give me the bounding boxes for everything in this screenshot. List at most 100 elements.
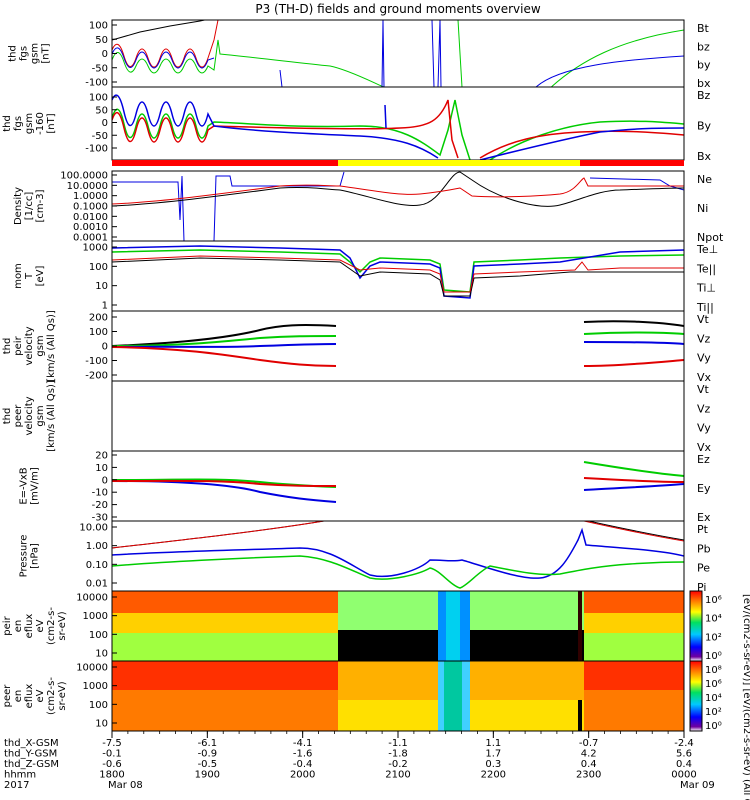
ylabel-line: gsm <box>30 43 41 64</box>
ytick-label: -10 <box>92 488 108 499</box>
xaxis-row-label: thd_Y-GSM <box>4 749 57 760</box>
ylabel-line: eflux <box>24 614 35 639</box>
ytick-label: 100 <box>89 700 108 711</box>
ylabel-line: en <box>13 620 24 633</box>
ytick-label: -200 <box>85 371 108 382</box>
ytick-label: -100 <box>85 144 108 155</box>
series-by <box>112 20 684 87</box>
ytick-label: 1.0000 <box>73 191 108 202</box>
xtick-value: -7.5 <box>102 738 122 749</box>
series-bt <box>112 20 208 41</box>
xtick-value: -0.6 <box>102 759 122 770</box>
ytick-label: 10 <box>95 463 108 474</box>
legend-label: Ne <box>697 173 712 186</box>
xtick-value: 0.4 <box>676 759 692 770</box>
ylabel-line: [eV] <box>35 266 46 287</box>
legend-label: Ez <box>697 453 710 466</box>
xtick-value: -1.6 <box>293 749 313 760</box>
xtick-value: -6.1 <box>198 738 218 749</box>
series-ni <box>112 171 684 207</box>
legend-label: Ti⊥ <box>696 282 716 295</box>
ytick-label: 100 <box>89 21 108 32</box>
xtick-value: 1.7 <box>485 749 501 760</box>
ytick-label: 0 <box>102 49 108 60</box>
ytick-label: 0 <box>102 342 108 353</box>
panel-peir-spectrogram <box>111 590 685 662</box>
legend-label: Npot <box>697 231 724 244</box>
legend-label: By <box>697 120 712 133</box>
series-ez <box>112 477 684 487</box>
ytick-label: -20 <box>92 500 108 511</box>
ylabel-line: en <box>13 690 24 703</box>
xtick-value: -0.2 <box>388 759 408 770</box>
panel-temperature <box>111 240 685 312</box>
xaxis-row-label: thd_Z-GSM <box>4 759 59 770</box>
ytick-label: 100 <box>89 327 108 338</box>
panel-pressure <box>111 520 685 592</box>
ytick-label: 10 <box>95 281 108 292</box>
series-ti-perp <box>112 245 684 299</box>
panel-fgs-160 <box>111 86 685 161</box>
xtick-value: -2.4 <box>674 738 694 749</box>
ylabel-line: E=-VxB <box>19 467 30 504</box>
ytick-label: -30 <box>92 513 108 524</box>
xtick-value: 2000 <box>290 770 315 781</box>
series-pe <box>112 555 684 589</box>
ylabel-line: [mV/m] <box>30 467 41 505</box>
colorbar-tick: 10⁶ <box>705 679 722 690</box>
colorbar-tick: 10⁶ <box>705 595 722 606</box>
series-npot <box>112 171 684 241</box>
ylabel-line: (cm2-s- <box>46 677 57 715</box>
ylabel-line: Pressure <box>19 535 30 578</box>
xtick-value: 2100 <box>385 770 410 781</box>
xtick-value: -1.1 <box>388 738 408 749</box>
series-By <box>112 99 684 160</box>
legend-label: Vz <box>697 332 711 345</box>
xaxis-row-label: thd_X-GSM <box>4 738 59 749</box>
legend-label: Ni <box>697 202 708 215</box>
series-vx <box>112 341 684 348</box>
legend-label: Pe <box>697 562 710 575</box>
ylabel-line: thd <box>2 338 13 355</box>
ylabel-line: velocity <box>24 396 35 435</box>
legend-label: Ey <box>697 482 711 495</box>
legend-label: Vt <box>697 383 710 396</box>
ylabel-line: T <box>24 272 35 280</box>
colorbar-tick: 10⁸ <box>705 665 722 676</box>
ytick-label: 10000 <box>76 593 108 604</box>
series-bz <box>112 20 219 68</box>
ytick-label: 100 <box>89 93 108 104</box>
legend-label: Vy <box>697 352 711 365</box>
xaxis-row-label: hhmm <box>4 770 36 781</box>
series-bx <box>112 20 684 87</box>
ytick-label: 1.00 <box>86 541 108 552</box>
ylabel-line: fgs <box>13 116 24 131</box>
ylabel-line: (cm2-s- <box>46 607 57 645</box>
series-te-par <box>112 257 684 297</box>
ylabel-line: [cm-3] <box>35 189 46 222</box>
series-ne <box>112 177 684 205</box>
ylabel-line: thd <box>2 408 13 425</box>
ytick-label: 50 <box>95 105 108 116</box>
ylabel-line: mom <box>13 263 24 289</box>
xtick-value: -0.1 <box>102 749 122 760</box>
series-Bx <box>112 94 684 160</box>
ytick-label: 0.01 <box>86 579 108 590</box>
ytick-label: -100 <box>85 356 108 367</box>
ylabel-line: peir <box>13 335 24 355</box>
ylabel-line: thd <box>0 618 2 635</box>
panel-fgs <box>111 19 685 88</box>
xtick-value: Mar 09 <box>680 780 715 791</box>
ylabel-line: peer <box>13 404 24 428</box>
ylabel-line: peir <box>2 615 13 635</box>
ylabel-line: [nPa] <box>30 543 41 569</box>
xtick-value: -0.5 <box>198 759 218 770</box>
legend-label: Ex <box>697 511 711 524</box>
ytick-label: 1000 <box>83 681 108 692</box>
ytick-label: 10000 <box>76 663 108 674</box>
legend-label: bz <box>697 40 710 53</box>
legend-label: Bz <box>697 89 711 102</box>
ytick-label: 0.10 <box>86 560 108 571</box>
